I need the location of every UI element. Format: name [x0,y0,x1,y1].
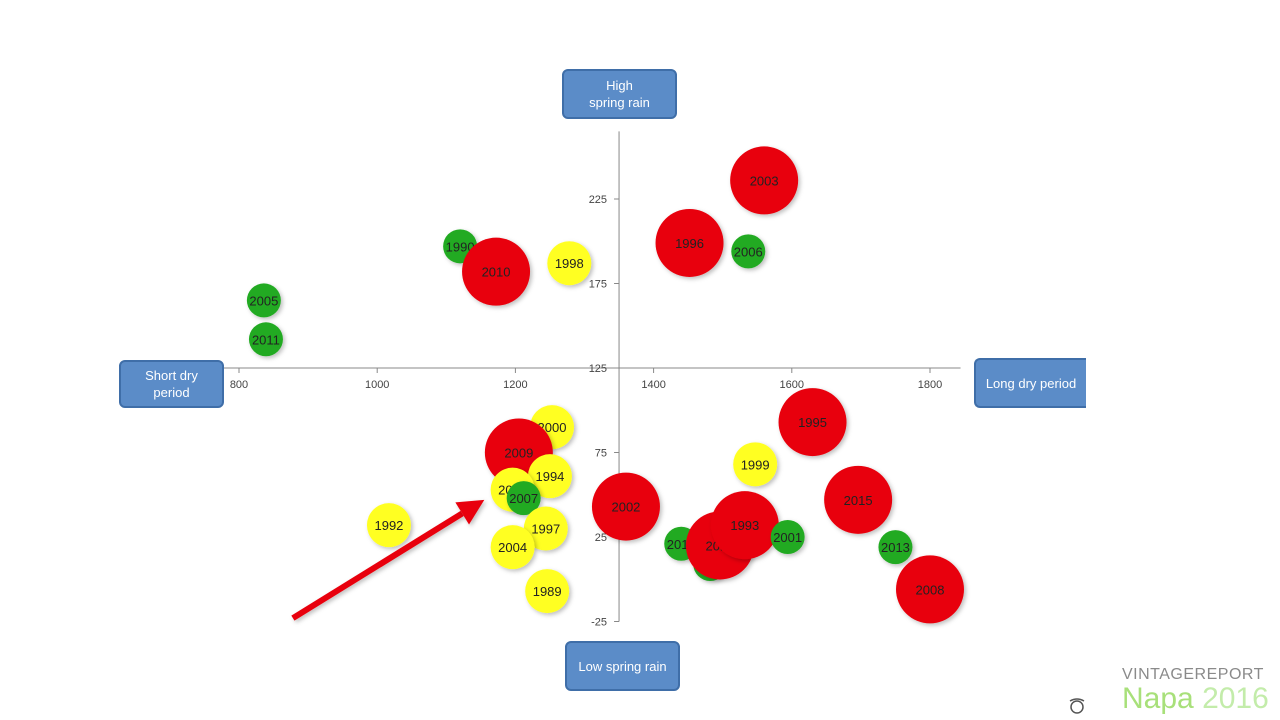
x-tick-label: 800 [230,379,248,391]
y-tick-label: 225 [589,194,607,206]
bubble-label: 2006 [734,244,763,259]
bubble-marker [506,481,541,516]
bubble-2003: 2003 [730,146,799,215]
brand-title: VINTAGEREPORT [1122,666,1264,683]
bubble-label: 1993 [730,518,759,533]
red-arrow-annotation [291,499,485,621]
bubble-marker [778,388,847,457]
y-tick-label: -25 [591,617,607,629]
x-tick-label: 1400 [641,379,665,391]
bubble-2010: 2010 [462,237,531,306]
bubble-1999: 1999 [733,442,778,487]
x-tick-label: 1800 [918,379,942,391]
arrow-shaft [291,510,464,621]
bubble-marker [547,241,592,286]
bubble-label: 1997 [531,522,560,537]
bubble-marker [527,454,572,499]
bubble-marker [655,208,724,277]
bubble-marker [824,465,893,534]
vintage-report-logo: VINTAGEREPORT Napa 2016 [1122,666,1272,720]
bubble-2004: 2004 [490,525,535,570]
bubble-label: 2003 [750,173,779,188]
bubble-label: 2002 [611,500,640,515]
bubble-label: 2005 [249,293,278,308]
bubble-2015: 2015 [824,465,893,534]
bubble-marker [878,530,913,565]
bubble-marker [246,283,281,318]
bubble-2007: 2007 [506,481,541,516]
bubble-1994: 1994 [527,454,572,499]
bubble-2008: 2008 [896,555,964,624]
bubble-marker [770,520,805,554]
x-tick-label: 1000 [365,379,389,391]
bubble-2011: 2011 [248,322,283,357]
bubble-marker [366,503,411,548]
annotations [291,499,485,621]
camera-lens-icon [1069,698,1085,714]
bubble-label: 1989 [533,584,562,599]
bubble-label: 2007 [509,491,538,506]
bubble-marker [490,525,535,570]
bubble-label: 2004 [498,540,527,555]
bubble-1989: 1989 [525,569,570,614]
bubble-marker [710,491,779,560]
long-dry-period-label: Long dry period [974,358,1086,408]
bubble-label: 1995 [798,415,827,430]
low-spring-rain-label: Low spring rain [565,641,680,691]
x-tick-label: 1200 [503,379,527,391]
bubble-marker [730,146,799,215]
brand-subtitle: Napa 2016 [1122,682,1269,715]
bubble-2005: 2005 [246,283,281,318]
y-tick-label: 175 [589,279,607,291]
bubble-marker [896,555,964,624]
y-tick-label: 75 [595,448,607,460]
bubble-1998: 1998 [547,241,592,286]
bubble-label: 1996 [675,236,704,251]
arrow-head [455,499,485,525]
short-dry-period-label: Short dry period [119,360,224,408]
bubble-1993: 1993 [710,491,779,560]
bubble-marker [462,237,531,306]
bubble-label: 1990 [446,239,475,254]
bubble-marker [525,569,570,614]
bubble-label: 1998 [555,256,584,271]
data-points: 1990201019982005201120031996200620002009… [246,146,964,624]
bubble-label: 1999 [741,457,770,472]
bubble-label: 2011 [252,332,280,347]
y-tick-label: 25 [595,532,607,544]
axes: 800 1000 1200 1400 1600 1800 -25 25 75 125 175 225 [198,131,961,629]
bubble-marker [731,234,766,269]
bubble-label: 2008 [916,582,945,597]
bubble-label: 2015 [844,493,873,508]
bubble-label: 1994 [535,469,564,484]
bubble-1992: 1992 [366,503,411,548]
bubble-2001: 2001 [770,520,805,554]
bubble-marker [248,322,283,357]
bubble-2006: 2006 [731,234,766,269]
bubble-label: 2001 [773,530,802,545]
x-tick-label: 1600 [780,379,804,391]
bubble-1996: 1996 [655,208,724,277]
bubble-label: 2013 [881,540,910,555]
bubble-2013: 2013 [878,530,913,565]
bubble-1997: 1997 [523,506,568,551]
bubble-label: 1992 [374,518,403,533]
bubble-marker [591,472,660,541]
bubble-1995: 1995 [778,388,847,457]
bubble-label: 2009 [504,446,533,461]
high-spring-rain-label: High spring rain [562,69,677,119]
bubble-label: 2010 [482,265,511,280]
bubble-marker [523,506,568,551]
bubble-marker [733,442,778,487]
y-tick-label: 125 [589,363,607,375]
bubble-2002: 2002 [591,472,660,541]
